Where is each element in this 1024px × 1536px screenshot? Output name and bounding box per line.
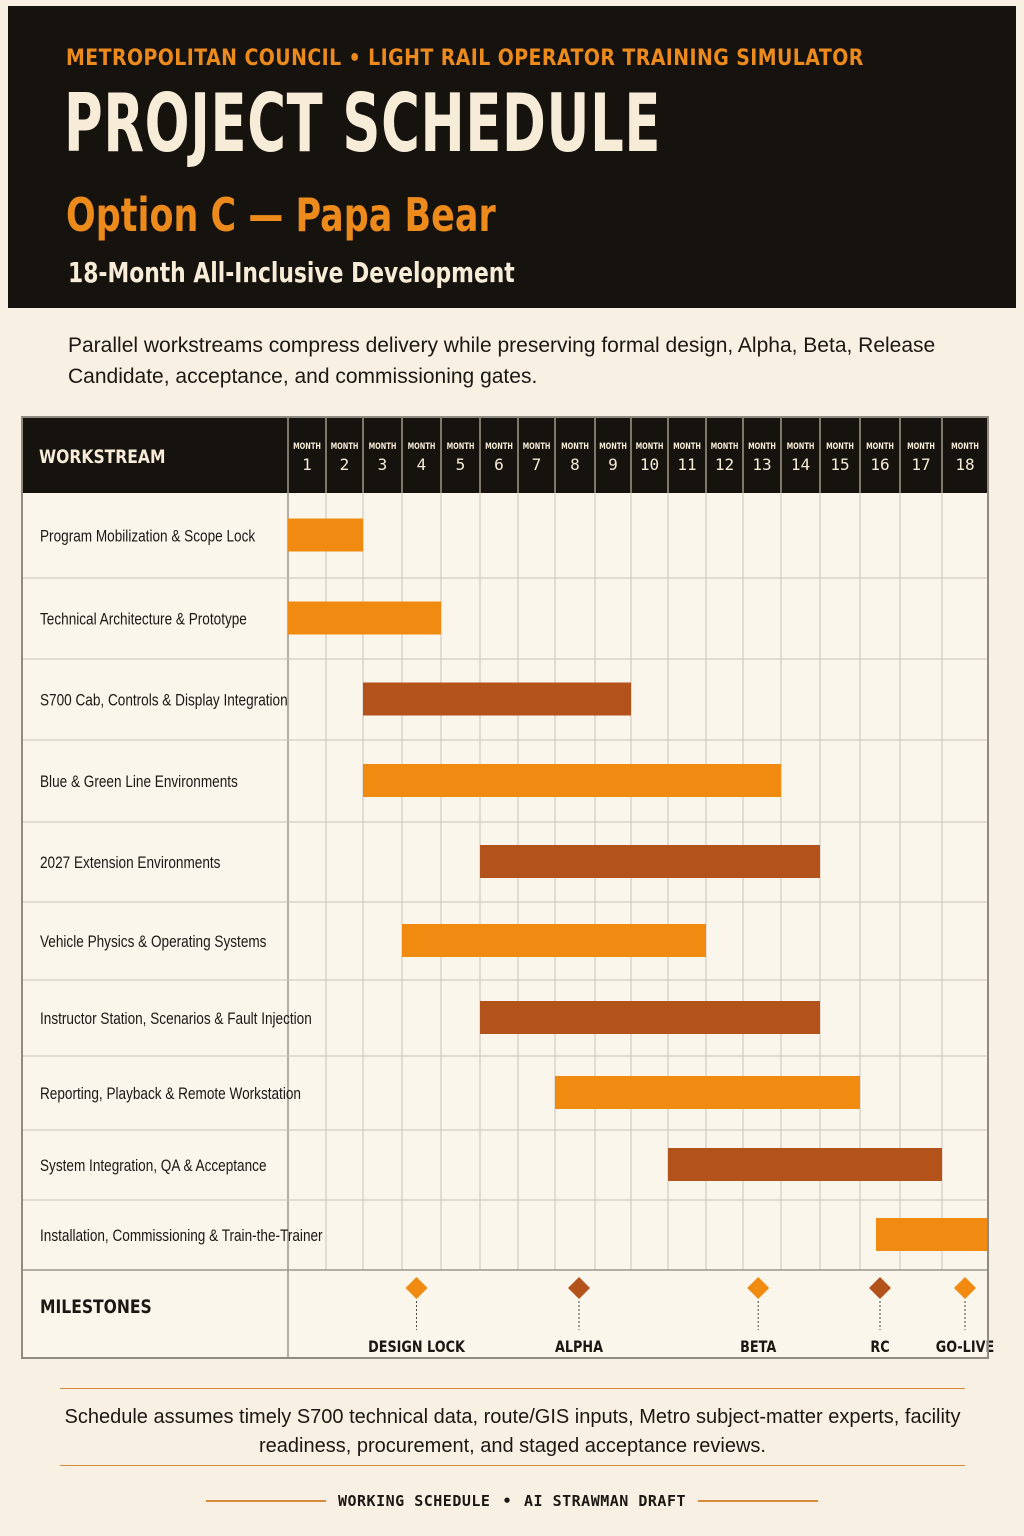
footnote: Schedule assumes timely S700 technical d… <box>60 1388 965 1466</box>
milestone-diamond <box>869 1277 891 1299</box>
header-banner: METROPOLITAN COUNCIL • LIGHT RAIL OPERAT… <box>8 6 1016 308</box>
milestone-label: ALPHA <box>555 1339 604 1357</box>
month-number-2: 2 <box>340 455 350 474</box>
milestone-label: BETA <box>740 1339 777 1357</box>
month-label: MONTH <box>561 441 589 451</box>
month-number-13: 13 <box>752 455 771 474</box>
chart-border <box>21 416 989 1359</box>
header-kicker: METROPOLITAN COUNCIL • LIGHT RAIL OPERAT… <box>66 46 864 71</box>
month-number-9: 9 <box>608 455 618 474</box>
month-label: MONTH <box>748 441 776 451</box>
month-label: MONTH <box>826 441 854 451</box>
month-number-18: 18 <box>955 455 974 474</box>
workstream-column-header: WORKSTREAM <box>39 447 165 469</box>
milestone-diamond <box>747 1277 770 1299</box>
month-number-10: 10 <box>640 455 659 474</box>
footer-rule-left <box>205 1500 326 1502</box>
task-bar <box>480 845 820 878</box>
month-number-14: 14 <box>791 455 810 474</box>
month-label: MONTH <box>636 441 664 451</box>
task-bar <box>363 682 631 716</box>
footer-separator: • <box>502 1492 512 1510</box>
page-title: PROJECT SCHEDULE <box>64 77 662 170</box>
month-number-15: 15 <box>830 455 849 474</box>
footer-rule-right <box>698 1500 819 1502</box>
footer: WORKING SCHEDULE • AI STRAWMAN DRAFT <box>0 1488 1024 1514</box>
task-bar <box>288 601 441 635</box>
month-number-1: 1 <box>302 455 312 474</box>
month-label: MONTH <box>866 441 894 451</box>
milestone-diamond <box>568 1277 590 1299</box>
task-label: Blue & Green Line Environments <box>40 773 238 792</box>
month-label: MONTH <box>523 441 551 451</box>
month-number-11: 11 <box>677 455 696 474</box>
footer-left-text: WORKING SCHEDULE <box>337 1492 491 1510</box>
milestone-label: RC <box>870 1339 889 1357</box>
month-label: MONTH <box>369 441 397 451</box>
task-label: Technical Architecture & Prototype <box>40 610 247 629</box>
month-label: MONTH <box>599 441 627 451</box>
task-label: Installation, Commissioning & Train-the-… <box>40 1227 323 1246</box>
milestones-heading: MILESTONES <box>40 1297 152 1319</box>
task-label: Reporting, Playback & Remote Workstation <box>40 1085 301 1104</box>
month-label: MONTH <box>331 441 359 451</box>
month-number-16: 16 <box>870 455 889 474</box>
footer-right-text: AI STRAWMAN DRAFT <box>524 1492 687 1510</box>
month-number-12: 12 <box>715 455 734 474</box>
month-label: MONTH <box>787 441 815 451</box>
month-number-5: 5 <box>456 455 466 474</box>
milestone-label: DESIGN LOCK <box>368 1339 465 1357</box>
task-bar <box>876 1218 988 1251</box>
task-bar <box>480 1001 820 1034</box>
month-number-4: 4 <box>417 455 427 474</box>
month-label: MONTH <box>293 441 321 451</box>
milestone-diamond <box>954 1277 976 1299</box>
task-label: Program Mobilization & Scope Lock <box>40 527 255 546</box>
chart-frame <box>22 417 988 1358</box>
task-label: System Integration, QA & Acceptance <box>40 1157 267 1176</box>
task-label: Vehicle Physics & Operating Systems <box>40 933 267 952</box>
task-label: 2027 Extension Environments <box>40 854 221 873</box>
month-label: MONTH <box>951 441 979 451</box>
chart-header-band <box>22 417 988 493</box>
task-label: S700 Cab, Controls & Display Integration <box>40 691 288 710</box>
month-label: MONTH <box>485 441 513 451</box>
month-label: MONTH <box>711 441 739 451</box>
month-label: MONTH <box>673 441 701 451</box>
page-subtitle: Option C — Papa Bear <box>66 188 496 242</box>
intro-text: Parallel workstreams compress delivery w… <box>68 334 936 388</box>
month-number-17: 17 <box>911 455 930 474</box>
month-number-8: 8 <box>570 455 580 474</box>
month-number-6: 6 <box>494 455 504 474</box>
month-label: MONTH <box>447 441 475 451</box>
task-bar <box>288 518 363 552</box>
milestone-label: GO-LIVE <box>936 1339 994 1357</box>
month-label: MONTH <box>907 441 935 451</box>
task-bar <box>668 1148 942 1181</box>
month-label: MONTH <box>408 441 436 451</box>
month-number-3: 3 <box>378 455 388 474</box>
page-tagline: 18-Month All-Inclusive Development <box>68 256 515 289</box>
task-label: Instructor Station, Scenarios & Fault In… <box>40 1010 312 1029</box>
task-bar <box>402 924 706 957</box>
task-bar <box>555 1076 860 1109</box>
task-bar <box>363 764 781 797</box>
month-number-7: 7 <box>532 455 542 474</box>
milestone-diamond <box>405 1277 428 1299</box>
